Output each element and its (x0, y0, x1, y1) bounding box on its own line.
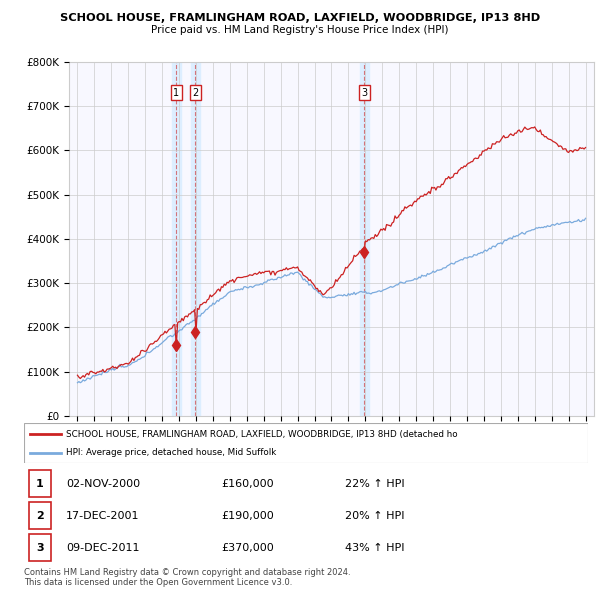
Text: 20% ↑ HPI: 20% ↑ HPI (346, 511, 405, 520)
Bar (172, 62, 181, 416)
FancyBboxPatch shape (29, 470, 51, 497)
Text: 22% ↑ HPI: 22% ↑ HPI (346, 479, 405, 489)
Text: 2: 2 (192, 88, 199, 98)
Text: Price paid vs. HM Land Registry's House Price Index (HPI): Price paid vs. HM Land Registry's House … (151, 25, 449, 35)
FancyBboxPatch shape (24, 423, 588, 463)
Text: 2: 2 (36, 511, 44, 520)
Text: 1: 1 (36, 479, 44, 489)
Text: 3: 3 (361, 88, 367, 98)
FancyBboxPatch shape (29, 534, 51, 561)
Text: 17-DEC-2001: 17-DEC-2001 (66, 511, 140, 520)
Bar (360, 62, 368, 416)
Text: 09-DEC-2011: 09-DEC-2011 (66, 543, 140, 552)
Text: £190,000: £190,000 (221, 511, 274, 520)
FancyBboxPatch shape (29, 502, 51, 529)
Text: SCHOOL HOUSE, FRAMLINGHAM ROAD, LAXFIELD, WOODBRIDGE, IP13 8HD: SCHOOL HOUSE, FRAMLINGHAM ROAD, LAXFIELD… (60, 13, 540, 23)
Text: 3: 3 (36, 543, 44, 552)
Text: £160,000: £160,000 (221, 479, 274, 489)
Text: £370,000: £370,000 (221, 543, 274, 552)
Text: HPI: Average price, detached house, Mid Suffolk: HPI: Average price, detached house, Mid … (66, 448, 277, 457)
Text: 1: 1 (173, 88, 179, 98)
Bar (191, 62, 200, 416)
Text: Contains HM Land Registry data © Crown copyright and database right 2024.: Contains HM Land Registry data © Crown c… (24, 568, 350, 576)
Text: This data is licensed under the Open Government Licence v3.0.: This data is licensed under the Open Gov… (24, 578, 292, 587)
Text: SCHOOL HOUSE, FRAMLINGHAM ROAD, LAXFIELD, WOODBRIDGE, IP13 8HD (detached ho: SCHOOL HOUSE, FRAMLINGHAM ROAD, LAXFIELD… (66, 430, 458, 439)
Text: 43% ↑ HPI: 43% ↑ HPI (346, 543, 405, 552)
Text: 02-NOV-2000: 02-NOV-2000 (66, 479, 140, 489)
